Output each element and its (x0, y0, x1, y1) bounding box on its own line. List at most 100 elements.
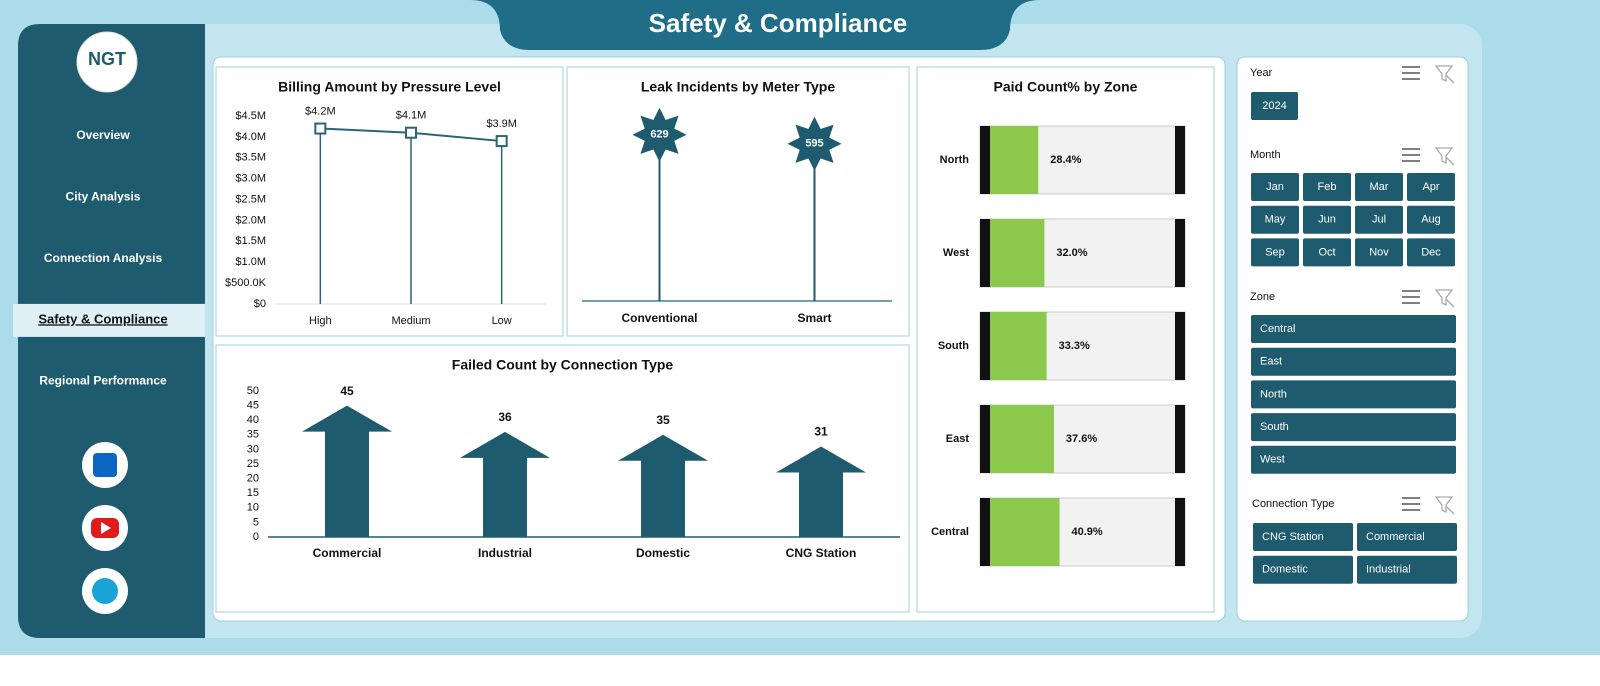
y-tick-label: 50 (247, 385, 259, 397)
y-tick-label: $3.5M (235, 152, 266, 164)
slicer-item[interactable]: Domestic (1262, 564, 1308, 576)
y-tick-label: $4.0M (235, 131, 266, 143)
bar (990, 312, 1047, 380)
slicer-button[interactable] (1357, 523, 1457, 551)
nav-item[interactable]: City Analysis (66, 189, 141, 203)
slicer-button[interactable] (1251, 413, 1456, 442)
slicer-item[interactable]: May (1265, 214, 1286, 226)
value-label: 595 (805, 138, 823, 150)
multi-select-icon[interactable] (1402, 148, 1420, 162)
nav-item[interactable]: Overview (76, 128, 130, 142)
slicer-item[interactable]: West (1260, 454, 1285, 466)
multi-select-icon[interactable] (1402, 497, 1420, 511)
slicer-button[interactable] (1251, 173, 1299, 201)
slicer-button[interactable] (1303, 205, 1351, 234)
slicer-item[interactable]: Commercial (1366, 531, 1425, 543)
slicer-title: Month (1250, 149, 1281, 161)
slicer-title: Zone (1250, 291, 1275, 303)
y-tick-label: $0 (254, 298, 266, 310)
chart-frame (215, 66, 564, 337)
y-tick-label: South (938, 340, 969, 352)
slicer-button[interactable] (1251, 92, 1298, 120)
value-label: 36 (498, 410, 512, 424)
x-tick-label: Industrial (478, 546, 532, 560)
slicer-item[interactable]: Sep (1265, 246, 1285, 258)
bar-cap (1175, 219, 1185, 287)
y-tick-label: 30 (247, 443, 259, 455)
slicer-button[interactable] (1407, 238, 1455, 267)
youtube-play (101, 522, 111, 534)
slicer-button[interactable] (1303, 238, 1351, 267)
star-marker (787, 116, 842, 171)
bar (990, 405, 1054, 473)
slicer-button[interactable] (1251, 238, 1299, 267)
slicer-item[interactable]: Nov (1369, 246, 1389, 258)
y-tick-label: $1.5M (235, 235, 266, 247)
slicer-button[interactable] (1253, 555, 1353, 584)
bar (618, 434, 708, 537)
slicer-item[interactable]: Feb (1318, 181, 1337, 193)
value-label: 32.0% (1056, 247, 1087, 259)
slicer-button[interactable] (1251, 347, 1456, 376)
slicer-button[interactable] (1303, 173, 1351, 201)
bar (302, 405, 392, 537)
clear-filter-icon[interactable] (1434, 496, 1455, 515)
slicer-button[interactable] (1251, 315, 1456, 343)
y-tick-label: $2.0M (235, 214, 266, 226)
slicer-item[interactable]: Aug (1421, 214, 1441, 226)
y-tick-label: 5 (253, 516, 259, 528)
chart-title: Leak Incidents by Meter Type (641, 79, 835, 95)
slicer-item[interactable]: Oct (1318, 246, 1335, 258)
bar-cap (1175, 498, 1185, 566)
nav-item[interactable]: Regional Performance (39, 373, 167, 387)
slicer-item[interactable]: Industrial (1366, 564, 1411, 576)
value-label: $4.2M (305, 105, 336, 117)
clear-filter-icon[interactable] (1434, 289, 1455, 308)
slicer-button[interactable] (1357, 555, 1457, 584)
point (495, 135, 508, 148)
slicer-item[interactable]: Jan (1266, 181, 1284, 193)
clear-filter-icon[interactable] (1434, 147, 1455, 166)
value-label: $4.1M (396, 110, 427, 122)
logo (76, 31, 138, 93)
slicer-button[interactable] (1251, 380, 1456, 409)
slicer-button[interactable] (1251, 445, 1456, 474)
y-tick-label: 20 (247, 473, 259, 485)
chart-title: Failed Count by Connection Type (452, 357, 674, 373)
y-tick-label: East (946, 433, 970, 445)
slicer-button[interactable] (1355, 173, 1403, 201)
slicer-button[interactable] (1253, 523, 1353, 551)
slicer-item[interactable]: North (1260, 388, 1287, 400)
slicer-button[interactable] (1251, 205, 1299, 234)
x-tick-label: Medium (391, 315, 430, 327)
slicer-button[interactable] (1407, 205, 1455, 234)
slicer-title: Connection Type (1252, 498, 1334, 510)
multi-select-icon[interactable] (1402, 66, 1420, 80)
slicer-item[interactable]: East (1260, 356, 1282, 368)
y-tick-label: 40 (247, 414, 259, 426)
slicer-item[interactable]: Jul (1372, 214, 1386, 226)
slicer-item[interactable]: Central (1260, 323, 1295, 335)
multi-select-icon[interactable] (1402, 290, 1420, 304)
bar-cap (980, 312, 990, 380)
slicer-item[interactable]: CNG Station (1262, 531, 1324, 543)
nav-item[interactable]: Connection Analysis (44, 251, 163, 265)
slicer-item[interactable]: South (1260, 421, 1289, 433)
slicer-button[interactable] (1355, 205, 1403, 234)
nav-item[interactable]: Safety & Compliance (38, 311, 167, 326)
clear-filter-icon[interactable] (1434, 65, 1455, 84)
slicer-item[interactable]: Jun (1318, 214, 1336, 226)
x-tick-label: High (309, 315, 332, 327)
slicer-item[interactable]: Dec (1421, 246, 1441, 258)
value-label: 629 (650, 129, 668, 141)
slicer-button[interactable] (1407, 173, 1455, 201)
value-label: 28.4% (1050, 154, 1081, 166)
slicer-item[interactable]: Apr (1422, 181, 1439, 193)
bar-cap (980, 219, 990, 287)
bar-cap (1175, 126, 1185, 194)
x-tick-label: Domestic (636, 546, 690, 560)
slicer-item[interactable]: 2024 (1262, 100, 1286, 112)
bar-cap (1175, 405, 1185, 473)
slicer-item[interactable]: Mar (1370, 181, 1389, 193)
slicer-button[interactable] (1355, 238, 1403, 267)
